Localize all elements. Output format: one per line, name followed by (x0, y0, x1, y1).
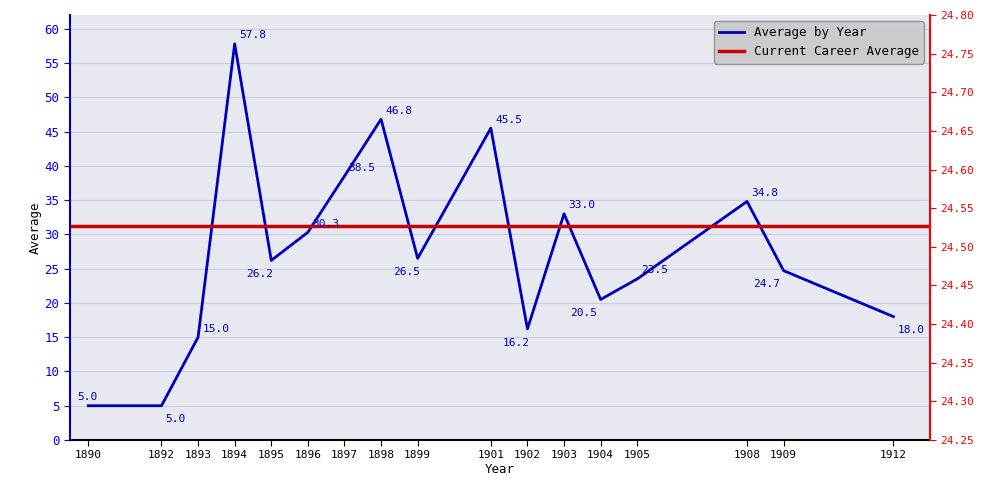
Text: 45.5: 45.5 (495, 114, 522, 124)
Text: 26.2: 26.2 (246, 269, 273, 279)
Text: 20.5: 20.5 (570, 308, 597, 318)
Average by Year (375, 116, 387, 122)
Text: 16.2: 16.2 (502, 338, 529, 347)
Text: 18.0: 18.0 (898, 326, 925, 336)
Text: 26.5: 26.5 (393, 267, 420, 277)
Average by Year (595, 296, 607, 302)
Average by Year (302, 230, 314, 235)
Average by Year (887, 314, 899, 320)
Text: 34.8: 34.8 (751, 188, 778, 198)
Text: 30.3: 30.3 (312, 218, 339, 228)
Y-axis label: Average: Average (29, 201, 42, 254)
Average by Year (778, 268, 790, 274)
Text: 38.5: 38.5 (349, 162, 376, 172)
Average by Year (338, 173, 350, 179)
Average by Year (229, 41, 241, 47)
Average by Year (521, 326, 533, 332)
Text: 15.0: 15.0 (202, 324, 229, 334)
Legend: Average by Year, Current Career Average: Average by Year, Current Career Average (714, 21, 924, 63)
Average by Year (485, 125, 497, 131)
Average by Year (192, 334, 204, 340)
Average by Year (82, 402, 94, 408)
Text: 5.0: 5.0 (77, 392, 97, 402)
Text: 57.8: 57.8 (239, 30, 266, 40)
Average by Year (265, 258, 277, 264)
Average by Year (155, 402, 167, 408)
Average by Year (631, 276, 643, 282)
Line: Average by Year: Average by Year (88, 44, 893, 406)
Average by Year (741, 198, 753, 204)
Average by Year (412, 256, 424, 262)
Text: 5.0: 5.0 (166, 414, 186, 424)
Text: 24.7: 24.7 (753, 280, 780, 289)
Text: 33.0: 33.0 (568, 200, 595, 210)
Average by Year (558, 211, 570, 217)
X-axis label: Year: Year (485, 463, 515, 476)
Text: 46.8: 46.8 (385, 106, 412, 116)
Text: 23.5: 23.5 (641, 266, 668, 276)
